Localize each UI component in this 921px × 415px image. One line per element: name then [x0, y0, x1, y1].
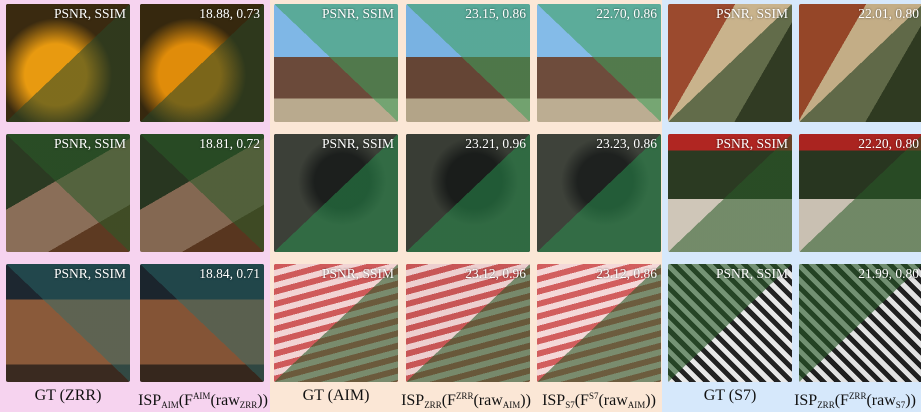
metric-label: 18.84, 0.71 — [199, 266, 260, 281]
tile-zrr-pred-row1: 18.88, 0.73 — [140, 4, 264, 122]
metric-label: PSNR, SSIM — [715, 266, 788, 281]
tile-aim-pred-zrr-row1: 23.15, 0.86 — [406, 4, 530, 122]
metric-label: 23.12, 0.86 — [596, 266, 657, 281]
metric-label: 23.21, 0.96 — [465, 136, 526, 151]
metric-label: 23.12, 0.96 — [465, 266, 526, 281]
tile-aim-gt-row1: PSNR, SSIM — [274, 4, 398, 122]
caption-gt-s7: GT (S7) — [703, 387, 757, 404]
metric-label: 23.15, 0.86 — [465, 6, 526, 21]
tile-s7-pred-row1: 22.01, 0.80 — [799, 4, 921, 122]
tile-s7-gt-row2: PSNR, SSIM — [668, 134, 792, 252]
caption-gt-zrr: GT (ZRR) — [34, 387, 102, 404]
tile-aim-gt-row2: PSNR, SSIM — [274, 134, 398, 252]
tile-s7-gt-row1: PSNR, SSIM — [668, 4, 792, 122]
metric-label: PSNR, SSIM — [715, 6, 788, 21]
tile-aim-pred-s7-row1: 22.70, 0.86 — [537, 4, 661, 122]
tile-aim-pred-s7-row2: 23.23, 0.86 — [537, 134, 661, 252]
metric-label: 18.81, 0.72 — [199, 136, 260, 151]
metric-label: 22.01, 0.80 — [858, 6, 919, 21]
metric-label: 18.88, 0.73 — [199, 6, 260, 21]
metric-label: PSNR, SSIM — [321, 266, 394, 281]
tile-s7-pred-row3: 21.99, 0.80 — [799, 264, 921, 382]
metric-label: 22.20, 0.80 — [858, 136, 919, 151]
caption-gt-aim: GT (AIM) — [302, 387, 370, 404]
tile-aim-pred-s7-row3: 23.12, 0.86 — [537, 264, 661, 382]
tile-zrr-gt-row1: PSNR, SSIM — [6, 4, 130, 122]
metric-label: PSNR, SSIM — [53, 136, 126, 151]
metric-label: PSNR, SSIM — [53, 266, 126, 281]
tile-aim-gt-row3: PSNR, SSIM — [274, 264, 398, 382]
tile-s7-pred-row2: 22.20, 0.80 — [799, 134, 921, 252]
tile-s7-gt-row3: PSNR, SSIM — [668, 264, 792, 382]
tile-zrr-gt-row2: PSNR, SSIM — [6, 134, 130, 252]
metric-label: 23.23, 0.86 — [596, 136, 657, 151]
tile-aim-pred-zrr-row3: 23.12, 0.96 — [406, 264, 530, 382]
metric-label: 21.99, 0.80 — [858, 266, 919, 281]
caption-isp-zrr-f-zrr-raw-aim: ISPZRR(FZRR(rawAIM)) — [401, 391, 531, 410]
caption-isp-zrr-f-zrr-raw-s7: ISPZRR(FZRR(rawS7)) — [794, 391, 916, 410]
tile-zrr-pred-row3: 18.84, 0.71 — [140, 264, 264, 382]
tile-zrr-gt-row3: PSNR, SSIM — [6, 264, 130, 382]
tile-zrr-pred-row2: 18.81, 0.72 — [140, 134, 264, 252]
metric-label: 22.70, 0.86 — [596, 6, 657, 21]
tile-aim-pred-zrr-row2: 23.21, 0.96 — [406, 134, 530, 252]
caption-isp-aim-f-aim-raw-zrr: ISPAIM(FAIM(rawZRR)) — [138, 391, 268, 410]
metric-label: PSNR, SSIM — [321, 136, 394, 151]
metric-label: PSNR, SSIM — [53, 6, 126, 21]
caption-isp-s7-f-s7-raw-aim: ISPS7(FS7(rawAIM)) — [542, 391, 656, 410]
metric-label: PSNR, SSIM — [321, 6, 394, 21]
metric-label: PSNR, SSIM — [715, 136, 788, 151]
